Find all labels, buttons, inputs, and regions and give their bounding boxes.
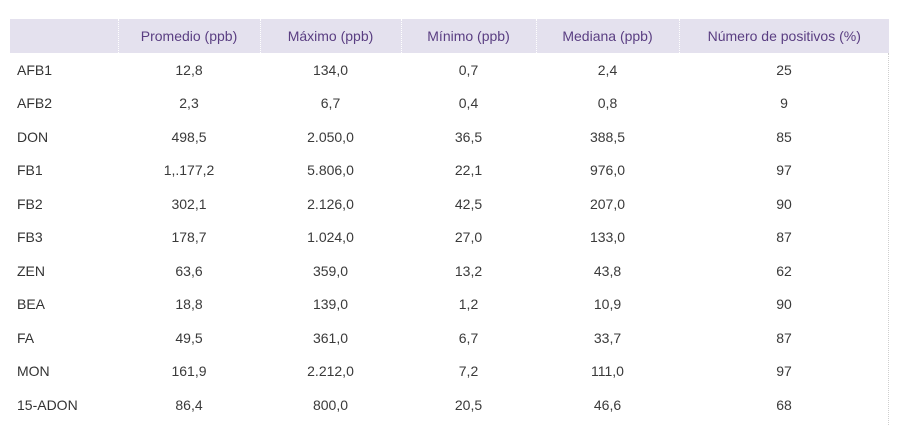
cell-mediana: 0,8 [597, 95, 618, 112]
cell-toxin-name: FB2 [17, 195, 43, 212]
cell-toxin-name: DON [17, 128, 49, 145]
cell-mediana: 2,4 [597, 61, 618, 78]
cell-toxin-name: FB3 [17, 229, 43, 246]
header-cell-blank [10, 19, 118, 53]
cell-positivos: 62 [776, 262, 792, 279]
cell-positivos: 25 [776, 61, 792, 78]
cell-maximo: 800,0 [312, 396, 349, 413]
cell-mediana: 207,0 [589, 195, 626, 212]
cell-positivos: 68 [776, 396, 792, 413]
cell-promedio: 498,5 [171, 128, 207, 145]
cell-promedio: 86,4 [175, 396, 203, 413]
table-row: 15-ADON 86,4 800,0 20,5 46,6 68 [10, 388, 889, 422]
cell-promedio: 302,1 [171, 195, 207, 212]
mycotoxin-table-container: Promedio (ppb) Máximo (ppb) Mínimo (ppb)… [10, 19, 889, 422]
table-header: Promedio (ppb) Máximo (ppb) Mínimo (ppb)… [10, 19, 889, 53]
cell-promedio: 63,6 [175, 262, 203, 279]
cell-minimo: 36,5 [454, 128, 483, 145]
header-cell-maximo: Máximo (ppb) [259, 19, 401, 53]
cell-mediana: 111,0 [591, 363, 624, 380]
cell-minimo: 6,7 [458, 329, 479, 346]
cell-toxin-name: AFB2 [17, 95, 53, 112]
cell-promedio: 12,8 [175, 61, 203, 78]
cell-minimo: 13,2 [454, 262, 483, 279]
cell-minimo: 0,4 [458, 95, 479, 112]
cell-toxin-name: AFB1 [17, 61, 53, 78]
cell-positivos: 85 [776, 128, 792, 145]
cell-toxin-name: BEA [17, 296, 46, 313]
header-row: Promedio (ppb) Máximo (ppb) Mínimo (ppb)… [10, 19, 889, 53]
cell-maximo: 139,0 [312, 296, 349, 313]
cell-mediana: 388,5 [589, 128, 626, 145]
header-cell-positivos: Número de positivos (%) [678, 19, 889, 53]
cell-maximo: 1.024,0 [307, 229, 354, 246]
cell-mediana: 33,7 [593, 329, 622, 346]
cell-positivos: 90 [776, 195, 792, 212]
cell-positivos: 87 [776, 229, 792, 246]
table-row: DON 498,5 2.050,0 36,5 388,5 85 [10, 120, 889, 154]
table-row: MON 161,9 2.212,0 7,2 111,0 97 [10, 355, 889, 389]
cell-minimo: 27,0 [454, 229, 483, 246]
cell-minimo: 0,7 [458, 61, 479, 78]
cell-mediana: 43,8 [593, 262, 622, 279]
cell-promedio: 49,5 [175, 329, 203, 346]
mycotoxin-table: Promedio (ppb) Máximo (ppb) Mínimo (ppb)… [10, 19, 889, 422]
cell-positivos: 90 [776, 296, 792, 313]
table-row: FB1 1,.177,2 5.806,0 22,1 976,0 97 [10, 154, 889, 188]
table-row: FB3 178,7 1.024,0 27,0 133,0 87 [10, 221, 889, 255]
cell-promedio: 2,3 [179, 95, 199, 112]
header-cell-mediana: Mediana (ppb) [535, 19, 679, 53]
cell-maximo: 361,0 [312, 329, 349, 346]
cell-mediana: 133,0 [589, 229, 626, 246]
cell-positivos: 87 [776, 329, 792, 346]
cell-minimo: 20,5 [454, 396, 483, 413]
cell-mediana: 976,0 [589, 162, 626, 179]
cell-toxin-name: MON [17, 363, 50, 380]
cell-mediana: 46,6 [593, 396, 622, 413]
cell-maximo: 134,0 [312, 61, 349, 78]
cell-maximo: 5.806,0 [307, 162, 354, 179]
cell-toxin-name: 15-ADON [17, 396, 78, 413]
table-row: ZEN 63,6 359,0 13,2 43,8 62 [10, 254, 889, 288]
cell-toxin-name: FA [17, 329, 35, 346]
cell-positivos: 9 [780, 95, 788, 112]
cell-promedio: 1,.177,2 [163, 162, 215, 179]
cell-maximo: 6,7 [320, 95, 341, 112]
table-row: BEA 18,8 139,0 1,2 10,9 90 [10, 288, 889, 322]
cell-minimo: 7,2 [458, 363, 479, 380]
cell-toxin-name: FB1 [17, 162, 43, 179]
dotted-guide-line [888, 53, 889, 425]
table-row: FB2 302,1 2.126,0 42,5 207,0 90 [10, 187, 889, 221]
cell-mediana: 10,9 [593, 296, 622, 313]
cell-maximo: 2.212,0 [307, 363, 354, 380]
cell-promedio: 161,9 [171, 363, 207, 380]
header-cell-minimo: Mínimo (ppb) [400, 19, 536, 53]
cell-maximo: 2.050,0 [307, 128, 354, 145]
cell-minimo: 42,5 [454, 195, 483, 212]
cell-maximo: 359,0 [312, 262, 349, 279]
cell-toxin-name: ZEN [17, 262, 45, 279]
cell-promedio: 18,8 [175, 296, 203, 313]
cell-maximo: 2.126,0 [307, 195, 354, 212]
table-row: AFB2 2,3 6,7 0,4 0,8 9 [10, 87, 889, 121]
cell-promedio: 178,7 [171, 229, 207, 246]
table-row: FA 49,5 361,0 6,7 33,7 87 [10, 321, 889, 355]
header-cell-promedio: Promedio (ppb) [117, 19, 260, 53]
cell-positivos: 97 [776, 363, 792, 380]
cell-positivos: 97 [776, 162, 792, 179]
cell-minimo: 22,1 [454, 162, 483, 179]
table-body: AFB1 12,8 134,0 0,7 2,4 25 AFB2 2,3 6,7 0,4 0,8 9 DO… [10, 53, 889, 422]
cell-minimo: 1,2 [458, 296, 479, 313]
table-row: AFB1 12,8 134,0 0,7 2,4 25 [10, 53, 889, 87]
